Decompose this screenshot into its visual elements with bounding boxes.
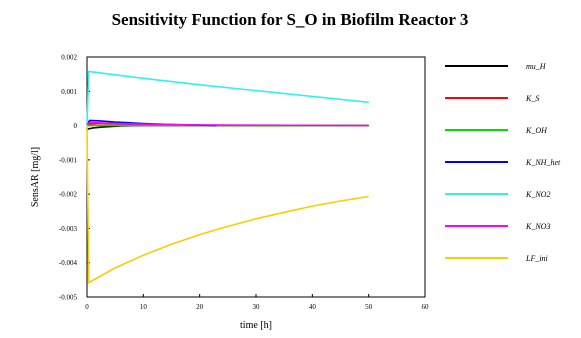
legend-label: K_OH <box>525 126 548 135</box>
y-axis-label: SensAR [mg/l] <box>30 147 41 207</box>
legend-label: K_NO3 <box>525 222 550 231</box>
series-line-k-no3 <box>86 121 369 127</box>
y-tick-label: -0.002 <box>59 191 78 199</box>
legend-label: K_NO2 <box>525 190 550 199</box>
y-tick-label: 0.001 <box>61 88 77 96</box>
series-line-k-no2 <box>86 70 369 126</box>
x-tick-label: 30 <box>253 303 261 311</box>
y-tick-label: -0.005 <box>59 294 78 302</box>
x-tick-label: 40 <box>309 303 317 311</box>
legend-label: LF_ini <box>525 254 548 263</box>
x-axis-label: time [h] <box>240 320 272 331</box>
y-axis: 0.002 0.001 0 -0.001 -0.002 -0.003 -0.004 -0.00… <box>59 54 90 302</box>
series-group <box>86 70 369 284</box>
x-tick-label: 10 <box>140 303 148 311</box>
legend: mu_H K_S K_OH K_NH_het K_NO2 K_NO3 LF_ini <box>445 62 561 263</box>
chart-title: Sensitivity Function for S_O in Biofilm … <box>112 10 469 29</box>
x-tick-label: 0 <box>85 303 89 311</box>
y-tick-label: -0.003 <box>59 225 78 233</box>
series-line-lf-ini <box>86 125 369 284</box>
x-tick-label: 50 <box>365 303 373 311</box>
y-tick-label: -0.001 <box>59 156 78 164</box>
y-tick-label: 0 <box>74 122 78 130</box>
x-tick-label: 60 <box>422 303 430 311</box>
x-tick-label: 20 <box>196 303 204 311</box>
plot-area <box>86 56 426 298</box>
legend-label: K_S <box>525 94 539 103</box>
legend-label: mu_H <box>526 62 547 71</box>
y-tick-label: 0.002 <box>61 54 77 62</box>
x-axis: 0 10 20 30 40 50 60 <box>85 294 429 311</box>
y-tick-label: -0.004 <box>59 259 78 267</box>
legend-label: K_NH_het <box>525 158 561 167</box>
